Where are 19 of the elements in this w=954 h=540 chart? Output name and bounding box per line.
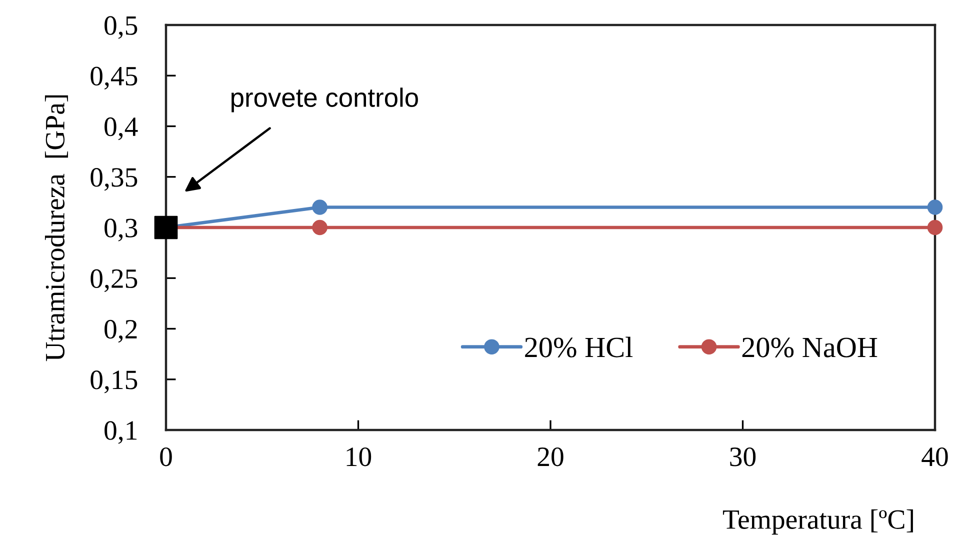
y-tick-label: 0,25 bbox=[90, 269, 138, 292]
y-tick-label: 0,1 bbox=[104, 421, 137, 444]
y-tick-label: 0,5 bbox=[104, 16, 138, 39]
x-tick-label: 0 bbox=[160, 447, 172, 466]
legend-label: 20% HCl bbox=[525, 336, 633, 358]
y-tick-label: 0,2 bbox=[104, 320, 137, 343]
x-tick-label: 20 bbox=[538, 447, 564, 466]
annotation: provete controlo bbox=[232, 88, 418, 112]
y-tick-label: 0,3 bbox=[104, 218, 138, 242]
x-axis-title: Temperatura [ºC] bbox=[722, 509, 913, 535]
y-axis-title: Utramicrodureza [GPa] bbox=[44, 95, 68, 362]
y-tick-label: 0,45 bbox=[90, 66, 138, 90]
y-tick-label: 0,35 bbox=[90, 168, 138, 191]
x-tick-label: 10 bbox=[346, 447, 372, 466]
legend-label: 20% NaOH bbox=[742, 338, 878, 358]
y-tick-label: 0,15 bbox=[90, 370, 138, 394]
x-tick-label: 30 bbox=[730, 447, 756, 466]
y-tick-label: 0,4 bbox=[104, 117, 138, 140]
x-tick-label: 40 bbox=[922, 447, 948, 466]
